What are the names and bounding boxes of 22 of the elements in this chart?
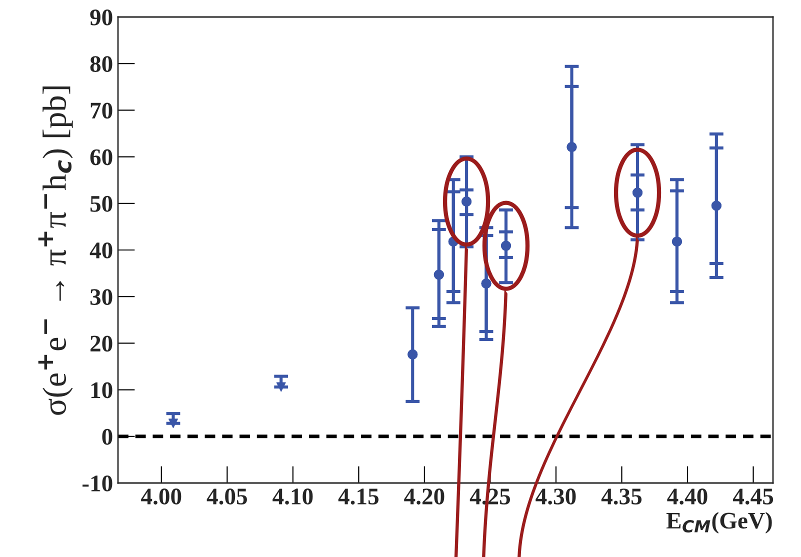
y-tick-label: 80: [90, 56, 112, 72]
y-tick-label: 30: [90, 289, 112, 306]
y-tick-label: -10: [82, 475, 112, 492]
x-tick-label: 4.30: [536, 488, 576, 505]
y-tick-label: 10: [91, 382, 112, 398]
x-axis-title: E$_{CM}$(GeV): [666, 512, 772, 534]
x-tick-label: 4.40: [667, 488, 708, 505]
text: σ(e$^{+}$e$^{−}$ → π$^{+}$π$^{−}$h$_{c}$) [pb]: [38, 86, 73, 415]
y-tick-label: 50: [90, 196, 112, 212]
y-tick-label: 70: [90, 102, 112, 119]
x-tick-label: 4.05: [206, 488, 247, 505]
y-tick-label: 90: [90, 9, 112, 26]
y-tick-label: 20: [90, 336, 112, 352]
x-tick-label: 4.45: [732, 488, 774, 505]
x-tick-label: 4.10: [272, 488, 313, 505]
x-tick-label: 4.35: [601, 488, 642, 505]
y-tick-label: 0: [102, 428, 112, 445]
x-tick-label: 4.20: [404, 488, 444, 505]
y-tick-label: 40: [90, 242, 112, 258]
y-tick-label: 60: [90, 149, 112, 166]
x-tick-label: 4.00: [141, 488, 182, 505]
x-tick-label: 4.15: [338, 488, 378, 505]
